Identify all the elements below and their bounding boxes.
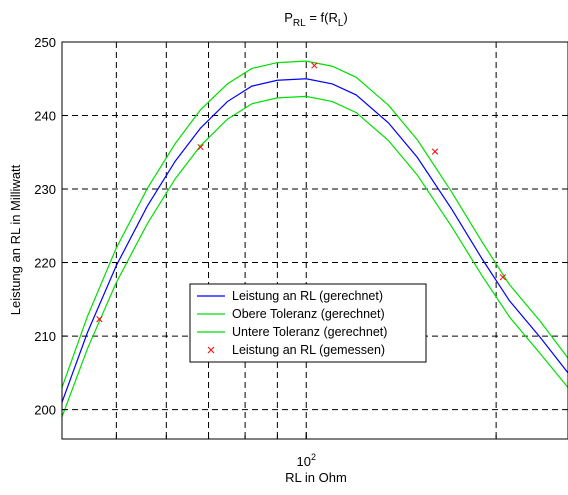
series-line-2 [61,95,568,418]
measured-point [499,274,507,281]
plot-frame [61,41,568,440]
y-tick-label: 240 [34,109,56,124]
series-line-0 [61,78,568,403]
y-tick-label: 210 [34,329,56,344]
legend-label-upper: Obere Toleranz (gerechnet) [232,307,385,321]
series-line-1 [61,60,568,388]
x-axis-label: RL in Ohm [285,470,347,485]
chart-title: PRL = f(RL) [284,10,348,29]
y-tick-label: 220 [34,256,56,271]
x-tick-label: 102 [297,452,316,469]
y-tick-label: 200 [34,403,56,418]
y-axis-label: Leistung an RL in Milliwatt [8,164,23,315]
title-sub1: RL [293,18,306,29]
legend: Leistung an RL (gerechnet) Obere Toleran… [189,283,427,363]
y-tick-label: 230 [34,182,56,197]
legend-label-computed: Leistung an RL (gerechnet) [232,289,383,303]
title-base: P [284,10,293,25]
measured-point [197,143,204,151]
ticks: 200 210 220 230 240 250 102 [34,35,497,469]
y-tick-label: 250 [34,35,56,50]
title-sub2: L [338,18,344,29]
title-end: ) [343,10,347,25]
legend-marker-measured [207,346,215,354]
measured-point [431,148,439,155]
legend-box [189,283,427,363]
legend-label-lower: Untere Toleranz (gerechnet) [232,325,387,339]
legend-label-measured: Leistung an RL (gemessen) [232,343,385,357]
measured-point [311,62,318,69]
title-mid: = f(R [306,10,338,25]
series-layer [61,60,568,418]
measured-point [96,316,103,323]
plot-area [62,42,568,439]
